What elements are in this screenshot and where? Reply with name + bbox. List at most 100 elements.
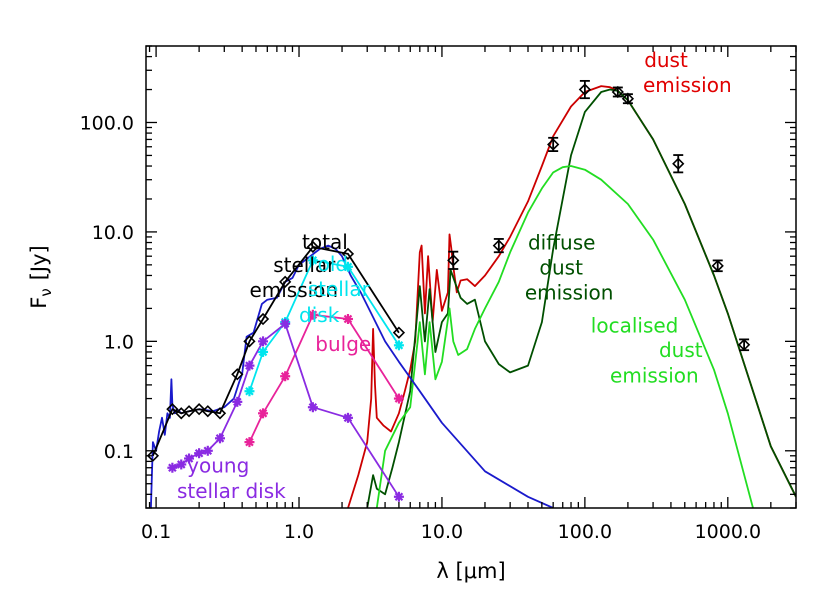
series-7-point-6 <box>232 396 243 407</box>
series-6-point-3-stroke-3 <box>308 310 318 320</box>
series-7-point-10 <box>307 402 318 413</box>
series-7-point-5-stroke-3 <box>215 434 225 443</box>
series-4-point-8 <box>243 335 256 348</box>
annotation-15: dust <box>659 338 703 362</box>
x-tick-label-3: 100.0 <box>558 521 612 543</box>
series-1-line <box>366 88 796 508</box>
annotation-3: old <box>318 252 349 276</box>
series-6-point-1-stroke-3 <box>258 409 268 418</box>
annotation-14: localised <box>591 314 679 338</box>
annotation-11: diffuse <box>528 231 595 255</box>
series-8-point-4 <box>611 85 624 99</box>
series-7-point-2-stroke-3 <box>184 454 194 463</box>
annotation-13: emission <box>525 281 614 305</box>
series-4-point-4 <box>192 403 206 416</box>
series-8-point-2 <box>547 138 560 151</box>
series-7-point-11 <box>342 412 353 423</box>
series-6-point-2-stroke-3 <box>280 371 290 381</box>
annotation-4: stellar <box>308 277 371 301</box>
series-6-point-4-stroke-3 <box>343 314 353 324</box>
series-7-point-9-stroke-3 <box>280 319 290 328</box>
series-5-line <box>248 259 400 392</box>
annotation-16: emission <box>610 364 699 388</box>
series-7-point-9 <box>280 318 291 329</box>
series-7-point-1 <box>176 459 187 470</box>
series-4-point-7 <box>231 368 244 381</box>
y-tick-label-0: 0.1 <box>104 441 134 463</box>
annotation-6: bulge <box>315 332 371 356</box>
series-4-point-0 <box>146 449 160 462</box>
series-4-point-12 <box>341 247 355 261</box>
series-7-point-7-stroke-3 <box>245 361 254 370</box>
series-5-point-4-stroke-3 <box>343 262 353 272</box>
annotation-12: dust <box>539 255 583 279</box>
series-2-line <box>375 165 754 508</box>
annotation-1: stellar <box>273 253 336 277</box>
annotation-9: dust <box>644 48 688 72</box>
series-6-line <box>248 313 400 443</box>
series-8-point-6 <box>672 157 685 170</box>
series-5-point-1-stroke-3 <box>258 347 268 357</box>
series-4-line <box>152 245 400 457</box>
series-7-point-4 <box>202 445 213 456</box>
series-8-point-7 <box>711 259 724 272</box>
series-4-point-5 <box>201 405 214 418</box>
series-8-point-8 <box>737 338 751 351</box>
annotation-7: young <box>187 454 249 478</box>
plot-frame <box>145 45 797 509</box>
series-5-point-4 <box>342 261 353 272</box>
y-tick-label-1: 1.0 <box>104 331 134 353</box>
series-7-point-0-stroke-3 <box>168 463 177 473</box>
annotation-8: stellar disk <box>177 479 286 503</box>
y-axis-title: Fν [Jy] <box>27 245 55 309</box>
x-axis-title: λ [μm] <box>436 559 505 583</box>
series-4-point-9 <box>256 312 270 326</box>
series-4-point-10 <box>279 275 292 288</box>
series-7-point-4-stroke-3 <box>203 446 213 456</box>
y-axis-title-unit: [Jy] <box>27 245 51 280</box>
series-7-point-7 <box>244 360 255 371</box>
series-6-point-3 <box>307 309 318 320</box>
series-8-point-0 <box>447 254 460 267</box>
series-8-point-1 <box>492 239 505 252</box>
series-6-point-5 <box>393 393 404 404</box>
series-7-point-11-stroke-3 <box>343 413 353 423</box>
series-5-point-0 <box>244 386 255 397</box>
series-4-point-6 <box>213 407 227 420</box>
y-tick-label-2: 10.0 <box>92 222 134 244</box>
series-7-point-0 <box>167 462 178 473</box>
annotation-0: total <box>302 230 348 254</box>
annotation-layer: totalstellaremissionoldstellardiskbulgey… <box>177 48 732 503</box>
annotation-5: disk <box>299 303 340 327</box>
series-5-point-3 <box>307 255 318 266</box>
series-6-point-2 <box>280 371 291 382</box>
series-4-point-13 <box>392 326 406 339</box>
series-7-point-12-stroke-3 <box>394 492 404 502</box>
tick-label-layer: 0.1 1.0 10.0 100.0 1000.0 0.1 1.0 10.0 100.0 <box>80 112 761 543</box>
series-7-point-6-stroke-3 <box>233 397 242 407</box>
annotation-10: emission <box>643 73 732 97</box>
series-5-point-5 <box>393 340 404 351</box>
series-6-point-1 <box>258 408 269 419</box>
series-3-line <box>150 244 554 508</box>
marker-layer <box>146 79 751 502</box>
series-8-point-3 <box>578 83 592 96</box>
y-tick-label-3: 100.0 <box>80 112 134 134</box>
series-6-point-0 <box>244 437 255 448</box>
series-7-point-8 <box>258 336 269 347</box>
series-7-point-12 <box>393 491 404 502</box>
series-7-point-1-stroke-3 <box>176 460 186 469</box>
series-6-point-5-stroke-3 <box>394 394 404 403</box>
series-8-point-5 <box>621 92 635 105</box>
series-5-point-1 <box>258 346 269 357</box>
tick-layer <box>146 45 797 509</box>
series-7-point-2 <box>184 453 195 464</box>
x-tick-label-2: 10.0 <box>421 521 463 543</box>
x-tick-label-4: 1000.0 <box>695 521 761 543</box>
series-7-point-5 <box>215 433 226 444</box>
series-5-point-0-stroke-3 <box>245 386 254 396</box>
series-7-point-10-stroke-3 <box>308 402 318 412</box>
series-4-point-11 <box>306 240 320 254</box>
series-5-point-3-stroke-3 <box>308 256 318 265</box>
